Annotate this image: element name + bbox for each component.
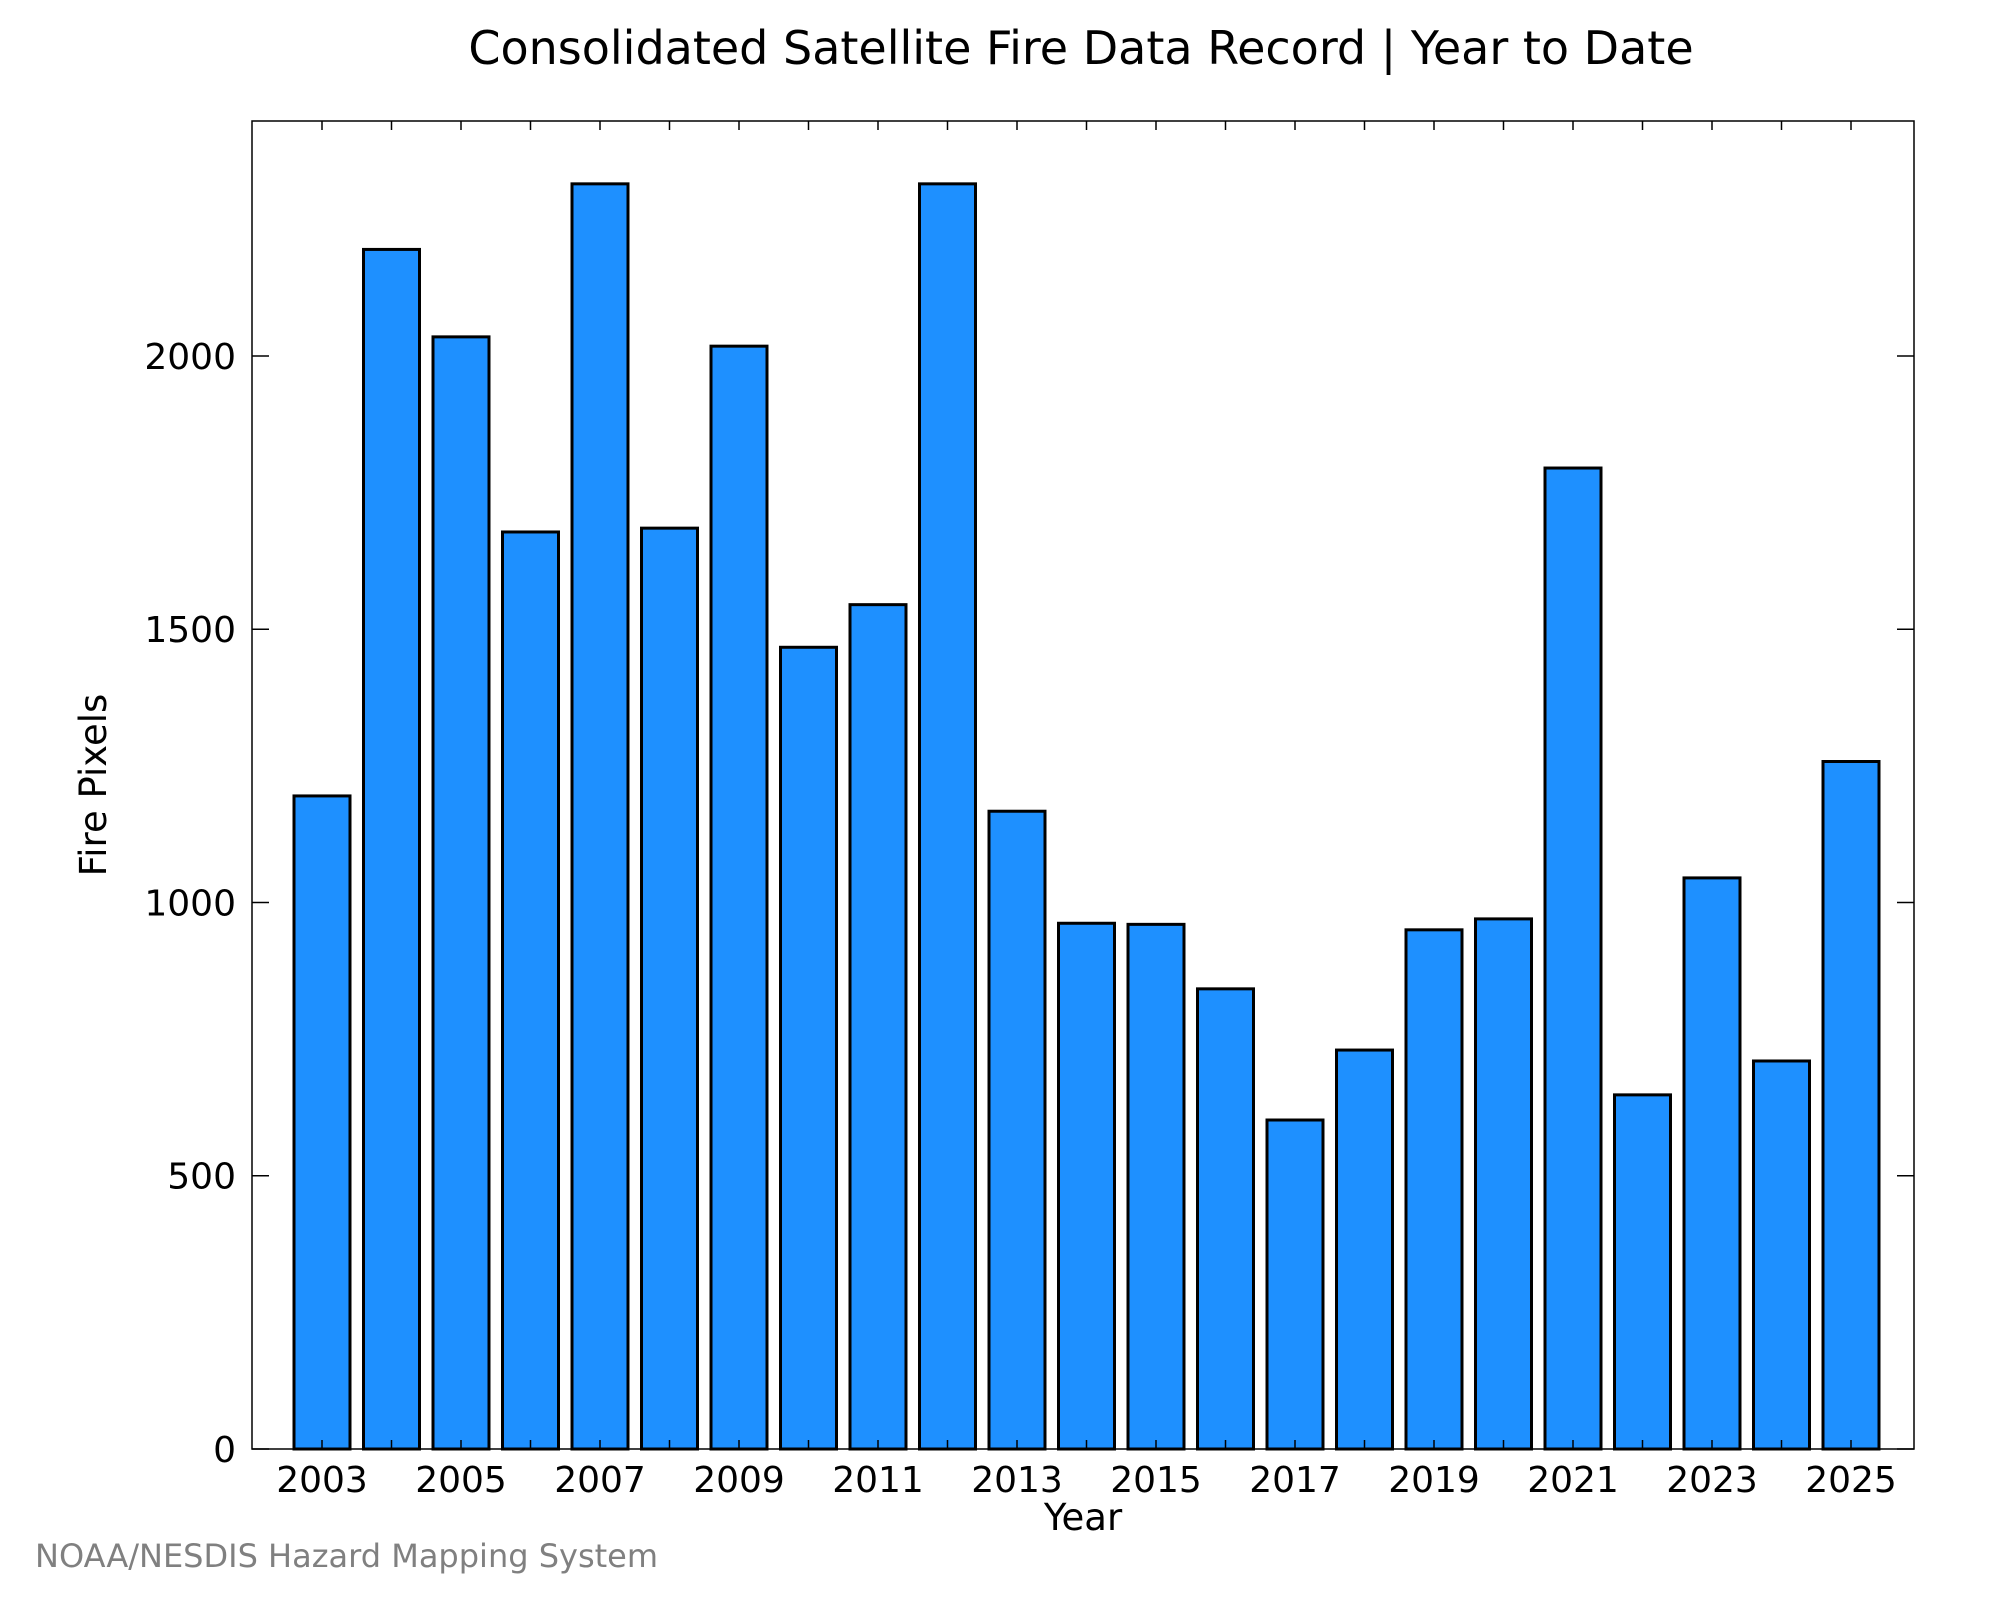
credit-label: NOAA/NESDIS Hazard Mapping System bbox=[35, 1537, 659, 1575]
bar-2024 bbox=[1752, 1059, 1811, 1451]
y-tick-label-1000: 1000 bbox=[144, 883, 236, 924]
x-tick-label-2021: 2021 bbox=[1527, 1460, 1619, 1501]
bar-2004 bbox=[362, 247, 421, 1451]
bar-2016 bbox=[1196, 987, 1255, 1451]
bar-2008 bbox=[640, 526, 699, 1451]
bar-2012 bbox=[918, 182, 977, 1451]
bar-2003 bbox=[292, 794, 352, 1451]
x-axis: 2003 2005 2007 2009 2011 2013 2015 2017 2019 2021… bbox=[276, 121, 1897, 1501]
bar-2019 bbox=[1404, 928, 1464, 1451]
x-tick-label-2023: 2023 bbox=[1666, 1460, 1758, 1501]
x-tick-label-2011: 2011 bbox=[832, 1460, 924, 1501]
x-tick-label-2015: 2015 bbox=[1110, 1460, 1202, 1501]
x-tick-label-2005: 2005 bbox=[415, 1460, 507, 1501]
x-tick-label-2017: 2017 bbox=[1249, 1460, 1341, 1501]
y-axis-label: Fire Pixels bbox=[72, 694, 115, 877]
bar-2013 bbox=[987, 809, 1047, 1451]
bar-2015 bbox=[1126, 922, 1186, 1451]
bar-2006 bbox=[501, 530, 560, 1451]
plot-frame bbox=[251, 120, 1915, 1450]
chart-title: Consolidated Satellite Fire Data Record … bbox=[468, 21, 1693, 76]
x-tick-label-2009: 2009 bbox=[693, 1460, 785, 1501]
x-tick-label-2013: 2013 bbox=[971, 1460, 1063, 1501]
y-axis: 0 500 1000 1500 2000 bbox=[144, 337, 1914, 1471]
x-tick-label-2019: 2019 bbox=[1388, 1460, 1480, 1501]
bar-2018 bbox=[1335, 1048, 1394, 1451]
bar-2020 bbox=[1474, 917, 1533, 1451]
x-tick-label-2003: 2003 bbox=[276, 1460, 368, 1501]
x-axis-label: Year bbox=[1043, 1496, 1123, 1539]
bar-2014 bbox=[1057, 921, 1116, 1451]
bars-group bbox=[292, 182, 1881, 1451]
bar-2009 bbox=[709, 344, 769, 1451]
y-tick-label-500: 500 bbox=[167, 1157, 236, 1198]
bar-2011 bbox=[848, 603, 908, 1451]
bar-2025 bbox=[1821, 760, 1881, 1451]
bar-2005 bbox=[431, 335, 491, 1451]
bar-2023 bbox=[1682, 876, 1742, 1451]
y-tick-label-1500: 1500 bbox=[144, 610, 236, 651]
x-tick-label-2025: 2025 bbox=[1805, 1460, 1897, 1501]
x-tick-label-2007: 2007 bbox=[554, 1460, 646, 1501]
bar-2021 bbox=[1543, 466, 1603, 1451]
bar-2010 bbox=[779, 645, 838, 1451]
bar-2017 bbox=[1265, 1118, 1325, 1451]
y-tick-label-2000: 2000 bbox=[144, 337, 236, 378]
bar-2022 bbox=[1613, 1093, 1672, 1451]
bar-2007 bbox=[570, 182, 630, 1451]
y-tick-label-0: 0 bbox=[213, 1430, 236, 1471]
